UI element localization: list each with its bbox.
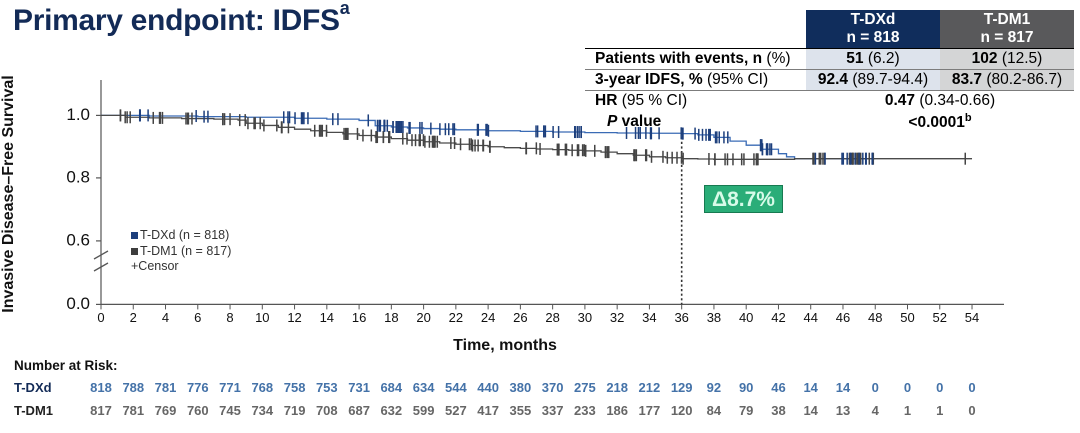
svg-text:0.6: 0.6 bbox=[66, 231, 90, 250]
svg-text:38: 38 bbox=[707, 310, 721, 325]
svg-text:6: 6 bbox=[194, 310, 201, 325]
svg-text:10: 10 bbox=[255, 310, 269, 325]
svg-text:0: 0 bbox=[97, 310, 104, 325]
svg-text:46: 46 bbox=[836, 310, 850, 325]
svg-text:28: 28 bbox=[545, 310, 559, 325]
svg-text:14: 14 bbox=[320, 310, 334, 325]
svg-text:1.0: 1.0 bbox=[66, 105, 90, 124]
svg-text:32: 32 bbox=[610, 310, 624, 325]
svg-text:30: 30 bbox=[578, 310, 592, 325]
svg-text:4: 4 bbox=[162, 310, 169, 325]
svg-text:36: 36 bbox=[674, 310, 688, 325]
svg-text:12: 12 bbox=[287, 310, 301, 325]
svg-text:8: 8 bbox=[226, 310, 233, 325]
svg-text:26: 26 bbox=[513, 310, 527, 325]
svg-text:20: 20 bbox=[416, 310, 430, 325]
svg-text:22: 22 bbox=[449, 310, 463, 325]
svg-text:0.8: 0.8 bbox=[66, 168, 90, 187]
svg-text:50: 50 bbox=[900, 310, 914, 325]
svg-text:18: 18 bbox=[384, 310, 398, 325]
svg-text:48: 48 bbox=[868, 310, 882, 325]
svg-text:40: 40 bbox=[739, 310, 753, 325]
svg-text:44: 44 bbox=[803, 310, 817, 325]
svg-text:42: 42 bbox=[771, 310, 785, 325]
svg-text:16: 16 bbox=[352, 310, 366, 325]
svg-text:0.0: 0.0 bbox=[66, 294, 90, 313]
svg-text:34: 34 bbox=[642, 310, 656, 325]
svg-text:2: 2 bbox=[130, 310, 137, 325]
svg-text:24: 24 bbox=[481, 310, 495, 325]
svg-text:54: 54 bbox=[965, 310, 979, 325]
svg-text:52: 52 bbox=[933, 310, 947, 325]
